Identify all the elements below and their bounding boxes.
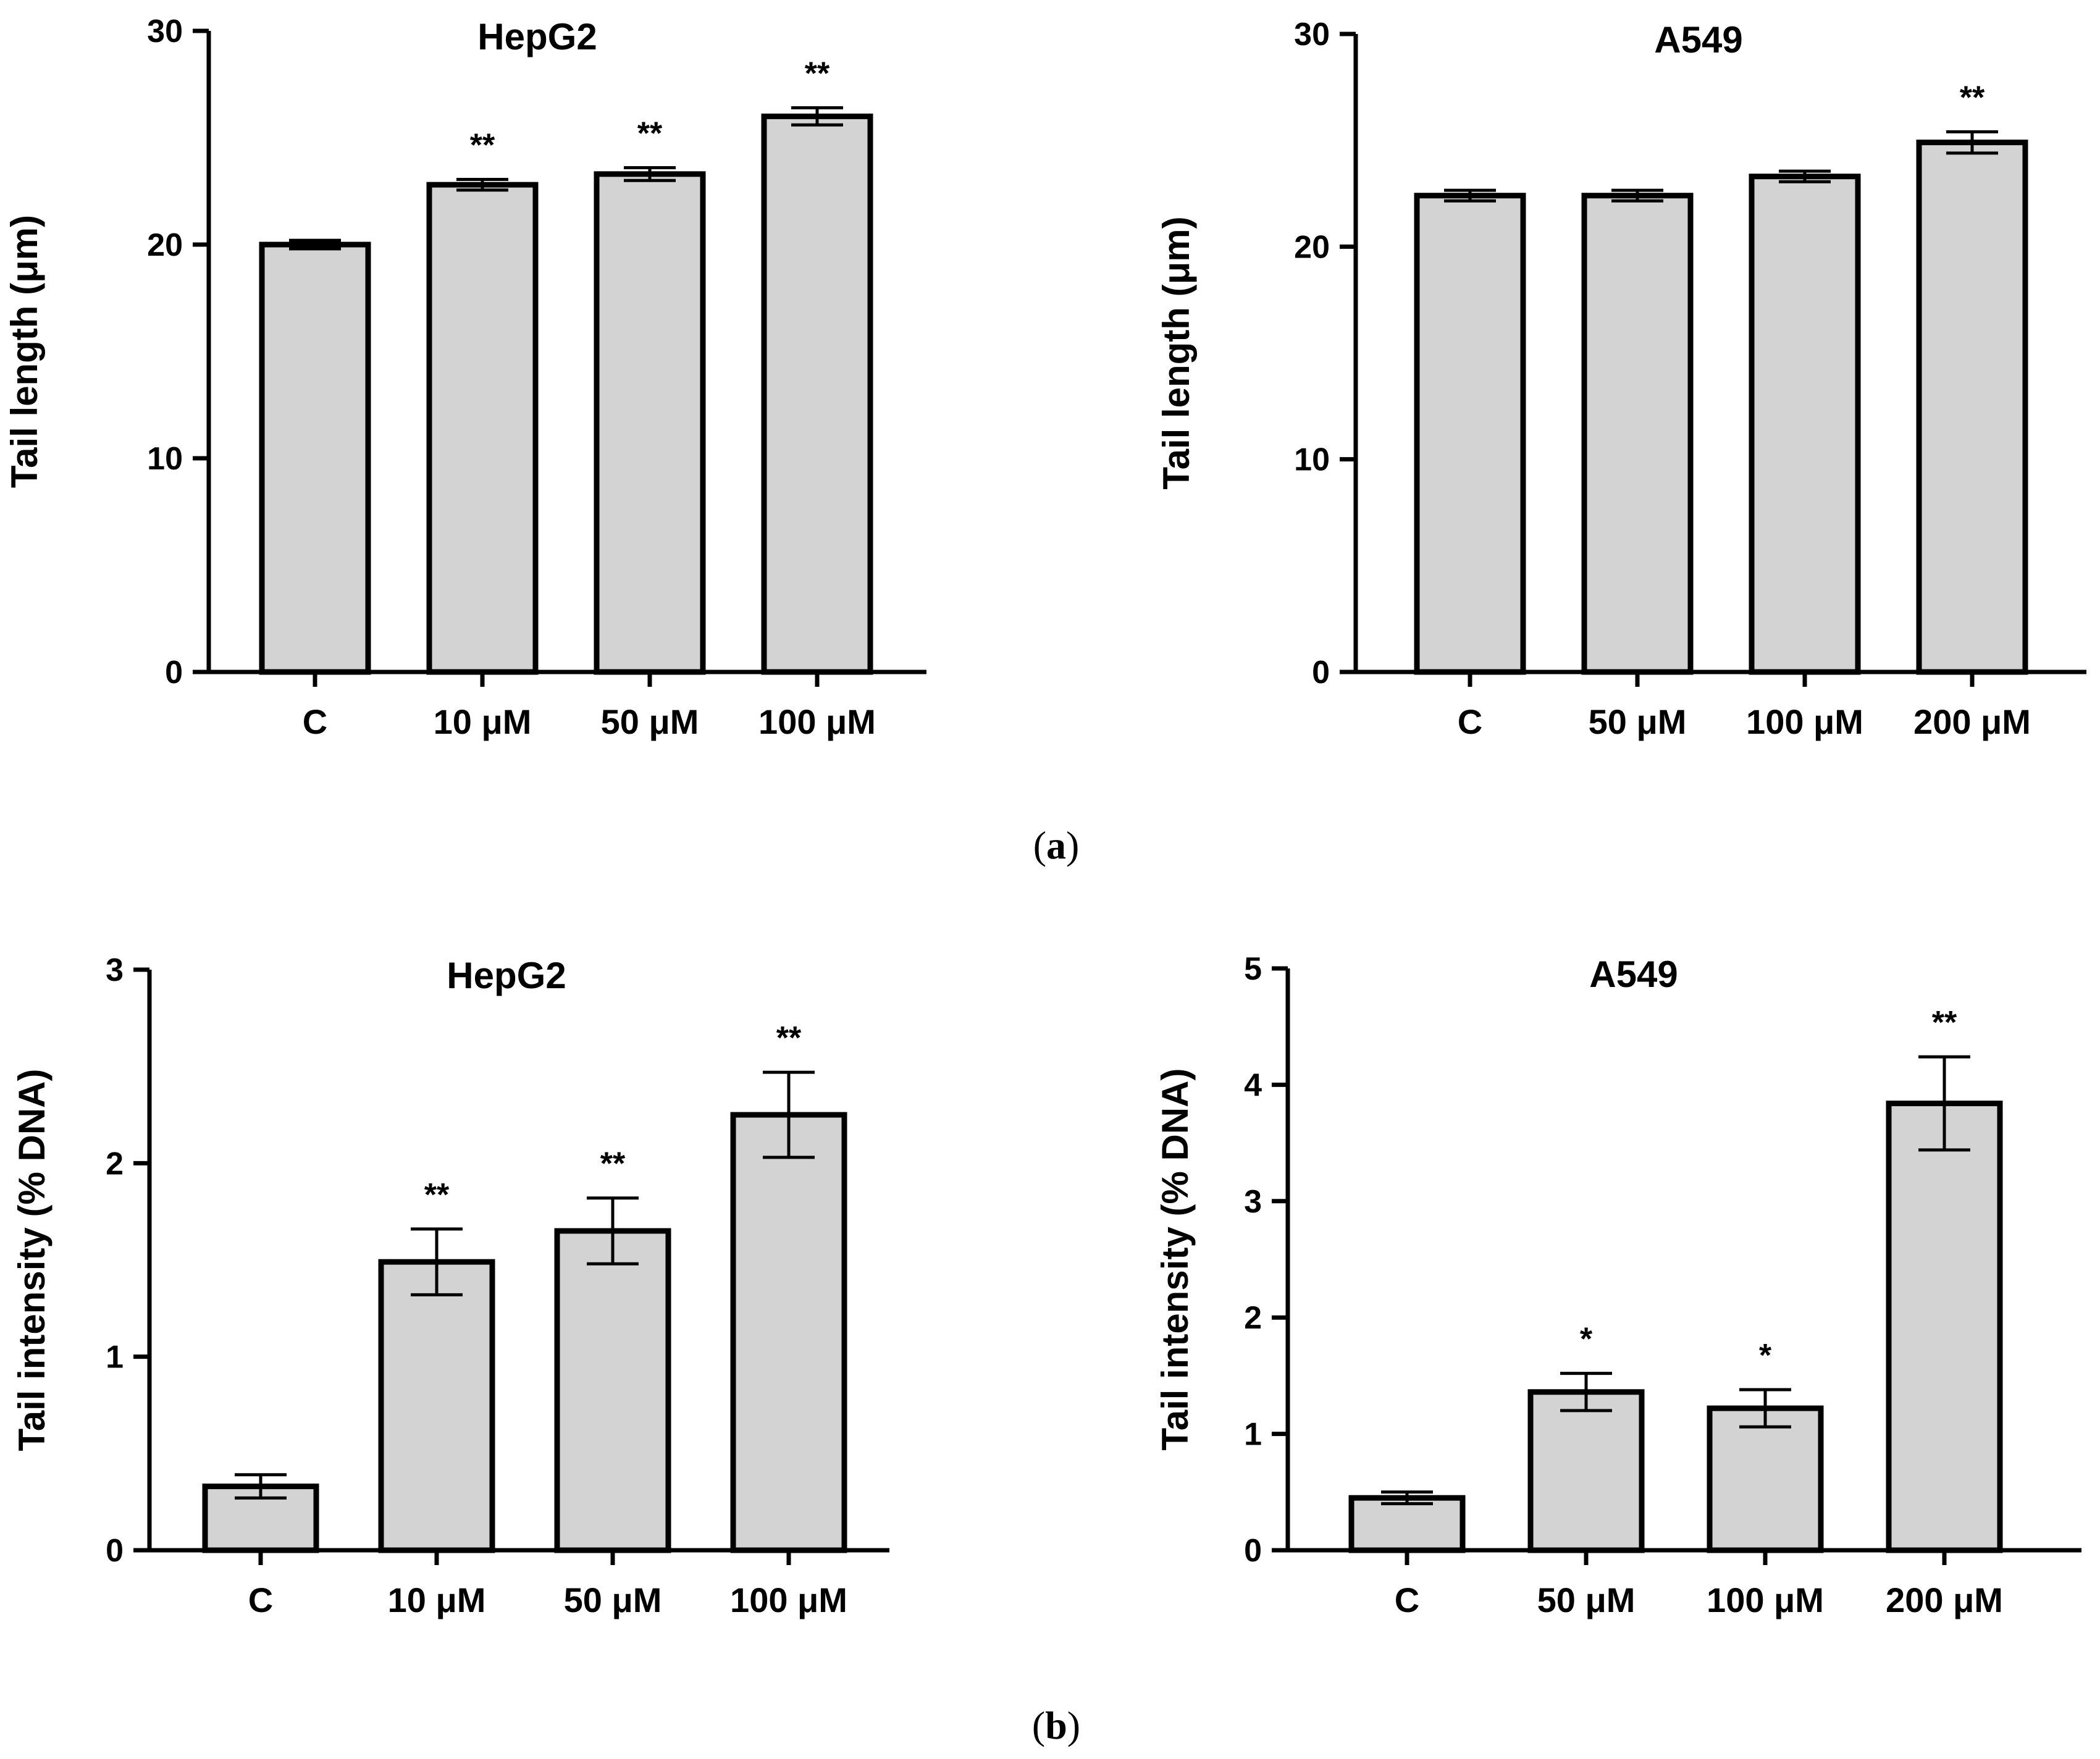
- panel-b-caption: (b): [1032, 1703, 1080, 1747]
- bar: [1886, 1101, 2003, 1553]
- y-axis-label: Tail intensity (% DNA): [1154, 1068, 1196, 1451]
- chart-title: HepG2: [477, 16, 597, 57]
- bar: [1581, 193, 1694, 675]
- y-tick-label: 30: [147, 14, 183, 49]
- category-label: 50 μM: [601, 702, 699, 741]
- category-label: 100 μM: [1746, 702, 1863, 741]
- category-label: 50 μM: [564, 1581, 662, 1619]
- category-label: C: [303, 702, 327, 741]
- y-tick-label: 10: [1294, 442, 1330, 478]
- significance-marker: **: [1932, 1005, 1957, 1041]
- y-tick-label: 0: [1244, 1533, 1262, 1569]
- category-label: 100 μM: [758, 702, 876, 741]
- category-label: 100 μM: [1707, 1581, 1824, 1619]
- y-tick-label: 20: [147, 227, 183, 263]
- y-tick-label: 0: [106, 1533, 124, 1569]
- y-tick-label: 30: [1294, 17, 1330, 52]
- significance-marker: **: [600, 1146, 626, 1182]
- bar: [1707, 1405, 1824, 1553]
- y-axis-label: Tail length (μm): [1156, 216, 1197, 489]
- bar: [259, 241, 371, 675]
- category-label: 50 μM: [1589, 702, 1687, 741]
- significance-marker: **: [424, 1177, 450, 1213]
- y-tick-label: 0: [165, 655, 183, 691]
- bar: [730, 1112, 847, 1553]
- category-label: 50 μM: [1537, 1581, 1636, 1619]
- category-label: 10 μM: [434, 702, 532, 741]
- significance-marker: *: [1759, 1338, 1772, 1374]
- bar: [594, 171, 706, 675]
- y-tick-label: 0: [1312, 655, 1330, 691]
- significance-marker: **: [776, 1020, 802, 1056]
- y-tick-label: 1: [106, 1340, 124, 1375]
- category-label: C: [1395, 1581, 1419, 1619]
- y-tick-label: 2: [1244, 1300, 1262, 1336]
- panel-a-caption: (a): [1033, 823, 1080, 867]
- bar: [1414, 193, 1526, 675]
- category-label: 100 μM: [730, 1581, 847, 1619]
- y-tick-label: 20: [1294, 229, 1330, 265]
- y-axis-label: Tail length (μm): [4, 215, 45, 488]
- y-tick-label: 3: [1244, 1184, 1262, 1220]
- chart-1-a-hepg2: HepG2 Tail length (μm) C ** 10 μM ** 50 μM ** 10…: [4, 14, 926, 741]
- bar: [761, 113, 873, 675]
- significance-marker: **: [1960, 80, 1985, 115]
- y-tick-label: 1: [1244, 1417, 1262, 1453]
- y-tick-label: 2: [106, 1146, 124, 1182]
- bar: [1916, 140, 2028, 675]
- chart-title: A549: [1589, 954, 1678, 995]
- bar: [554, 1228, 671, 1553]
- significance-marker: **: [470, 127, 495, 163]
- category-label: C: [248, 1581, 273, 1619]
- y-axis-label: Tail intensity (% DNA): [11, 1069, 52, 1451]
- y-tick-label: 4: [1244, 1067, 1262, 1103]
- chart-4-b-a549: A549 Tail intensity (% DNA) C * 50 μM * 100 μM…: [1154, 951, 2081, 1619]
- bar: [1527, 1389, 1645, 1553]
- category-label: C: [1458, 702, 1482, 741]
- category-label: 10 μM: [388, 1581, 486, 1619]
- significance-marker: **: [805, 56, 830, 92]
- chart-2-a-a549: A549 Tail length (μm) C 50 μM 100 μM ** 200 μM…: [1156, 17, 2086, 741]
- chart-3-b-hepg2: HepG2 Tail intensity (% DNA) C ** 10 μM ** 50 …: [11, 952, 889, 1619]
- bar: [1348, 1495, 1466, 1553]
- y-tick-label: 3: [106, 952, 124, 988]
- bar: [378, 1259, 495, 1553]
- category-label: 200 μM: [1886, 1581, 2003, 1619]
- category-label: 200 μM: [1913, 702, 2031, 741]
- bar: [426, 182, 539, 675]
- chart-title: HepG2: [447, 955, 566, 996]
- significance-marker: *: [1580, 1322, 1593, 1358]
- significance-marker: **: [637, 115, 663, 151]
- y-tick-label: 10: [147, 441, 183, 477]
- y-tick-label: 5: [1244, 951, 1262, 987]
- bar: [1749, 174, 1861, 675]
- chart-title: A549: [1654, 19, 1742, 61]
